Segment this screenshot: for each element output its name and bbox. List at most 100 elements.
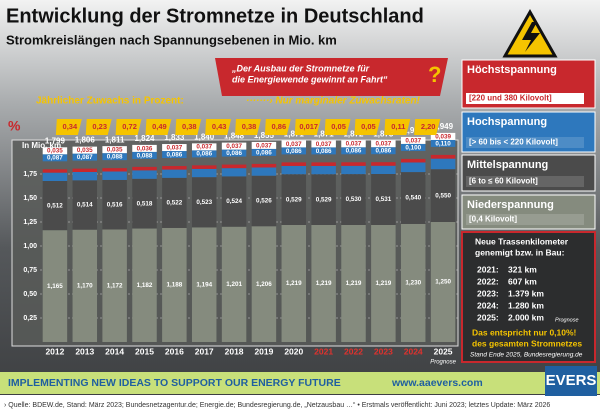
bar-segment [400,172,426,224]
value-label: 0,100 [405,144,421,151]
routes-km: 607 km [508,276,537,286]
bar-segment [221,226,247,342]
y-tick-label: 0,50 [23,291,37,298]
legend-note-box [466,137,584,148]
bar-segment [251,163,277,168]
growth-rate: 0,05 [361,122,376,131]
question-mark: ? [428,62,441,87]
bar-segment [132,228,157,342]
bar-segment [221,176,247,227]
label-band [400,136,426,144]
bar-segment [311,165,336,175]
value-label: 0,518 [137,200,153,207]
legend-name: Mittelspannung [467,159,548,171]
quote-line: „Der Ausbau der Stromnetze für [231,63,370,73]
bar-segment [132,170,157,179]
bar-segment [251,167,277,176]
value-label: 0,523 [196,199,212,206]
legend-box [461,154,596,192]
value-label: 0,526 [256,198,272,205]
value-label: 0,037 [226,143,242,150]
value-label: 0,531 [375,196,391,203]
x-tick-label: 2024 [404,346,423,356]
quote-answer: ·······› Nur marginaler Zuwachsraten! [246,96,421,107]
y-tick-label: 1,00 [23,243,37,250]
routes-share: des gesamten Stromnetzes [472,338,582,348]
title: Entwicklung der Stromnetze in Deutschlan… [6,5,424,27]
label-band [371,147,396,155]
bar-segment [102,171,127,180]
label-band [162,144,187,152]
slogan: IMPLEMENTING NEW IDEAS TO SUPPORT OUR EN… [8,377,341,389]
label-band [430,132,456,140]
total-label: 1,949 [433,122,454,131]
value-label: 1,170 [77,283,93,290]
growth-bolt [264,119,291,135]
value-label: 1,182 [137,282,153,289]
bar-segment [281,162,307,166]
x-tick-label: 2015 [135,346,154,356]
routes-year: 2021: [477,264,499,274]
value-label: 1,188 [166,282,182,289]
label-band [132,151,157,159]
value-label: 0,035 [77,147,93,154]
bar-segment [72,168,98,172]
label-band [42,154,68,162]
growth-bolt [175,119,202,135]
bar-segment [311,162,336,166]
routes-share: Das entspricht nur 0,10%! [472,327,577,337]
x-tick-label: 2022 [344,346,363,356]
value-label: 0,086 [375,148,391,155]
label-band [132,144,157,152]
bar-segment [400,223,426,342]
y-tick-label: 0,25 [23,315,37,322]
total-label: 1,824 [134,134,155,143]
label-band [221,142,247,150]
bar-segment [281,174,307,225]
growth-bolt [85,119,112,135]
bar-segment [42,172,68,182]
growth-bolt [205,119,232,135]
growth-bolt [235,119,261,135]
routes-year: 2025: [477,312,499,322]
value-label: 0,088 [137,152,153,159]
growth-bolt [55,119,82,135]
bar-segment [102,168,127,172]
label-band [102,146,127,154]
bar-segment [72,229,98,342]
routes-year: 2022: [477,276,499,286]
value-label: 0,037 [166,144,182,151]
label-band [281,140,307,148]
label-band [311,140,336,148]
legend-note: [0,4 Kilovolt] [469,215,517,224]
value-label: 1,201 [226,281,242,288]
growth-rate: 2,20 [421,122,436,131]
value-label: 0,037 [286,141,302,148]
growth-bolt [115,119,142,135]
value-label: 0,035 [107,147,123,154]
logo: EVERS [546,372,597,389]
legend: Niederspannung [0,4 Kilovolt] Mittelspannu… [461,59,596,230]
value-label: 0,086 [346,148,362,155]
bar-segment [42,181,68,231]
total-label: 1,907 [403,126,424,135]
routes-year: 2024: [477,300,499,310]
legend-note: [220 und 380 Kilovolt] [469,94,552,103]
routes-year: 2023: [477,288,499,298]
routes-note: Prognose [555,317,579,323]
total-label: 1,811 [105,135,125,144]
value-label: 0,087 [77,154,93,161]
label-band [162,151,187,159]
routes-km: 1.280 km [508,300,544,310]
label-band [251,148,277,156]
value-label: 0,529 [286,196,302,203]
value-label: 1,219 [346,280,362,287]
routes-title: genemigt bzw. in Bau: [475,247,565,257]
value-label: 0,037 [405,137,421,144]
total-label: 1,840 [194,132,215,141]
legend-note-box [466,214,584,225]
value-label: 0,086 [166,151,182,158]
bar-segment [281,165,307,175]
x-tick-label: 2012 [45,346,64,356]
